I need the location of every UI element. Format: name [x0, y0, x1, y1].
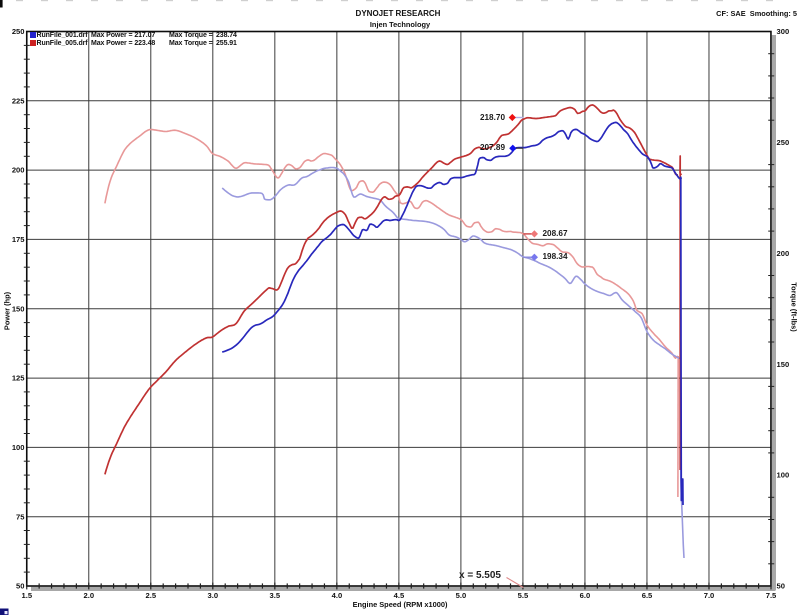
svg-text:150: 150 [777, 360, 790, 369]
svg-text:2.0: 2.0 [84, 591, 95, 600]
svg-text:6.5: 6.5 [642, 591, 653, 600]
svg-text:200: 200 [777, 249, 790, 258]
svg-text:5.0: 5.0 [456, 591, 467, 600]
svg-text:3.0: 3.0 [208, 591, 219, 600]
svg-text:150: 150 [12, 304, 25, 313]
svg-text:175: 175 [12, 235, 25, 244]
svg-text:4.5: 4.5 [394, 591, 405, 600]
svg-text:5.5: 5.5 [518, 591, 529, 600]
svg-text:50: 50 [777, 582, 785, 591]
svg-text:250: 250 [777, 138, 790, 147]
svg-text:75: 75 [16, 512, 25, 521]
svg-text:Power (hp): Power (hp) [3, 291, 12, 330]
svg-text:125: 125 [12, 374, 25, 383]
svg-text:6.0: 6.0 [580, 591, 591, 600]
svg-text:1.5: 1.5 [22, 591, 33, 600]
svg-text:Torque (ft-lbs): Torque (ft-lbs) [790, 282, 799, 332]
svg-text:50: 50 [16, 582, 24, 591]
svg-text:300: 300 [777, 27, 790, 36]
svg-text:4.0: 4.0 [332, 591, 343, 600]
svg-text:200: 200 [12, 166, 25, 175]
svg-text:100: 100 [12, 443, 25, 452]
svg-text:225: 225 [12, 96, 25, 105]
svg-text:2.5: 2.5 [146, 591, 157, 600]
svg-text:3.5: 3.5 [270, 591, 281, 600]
svg-text:100: 100 [777, 471, 790, 480]
svg-text:7.5: 7.5 [766, 591, 777, 600]
svg-text:7.0: 7.0 [704, 591, 715, 600]
svg-text:250: 250 [12, 27, 25, 36]
